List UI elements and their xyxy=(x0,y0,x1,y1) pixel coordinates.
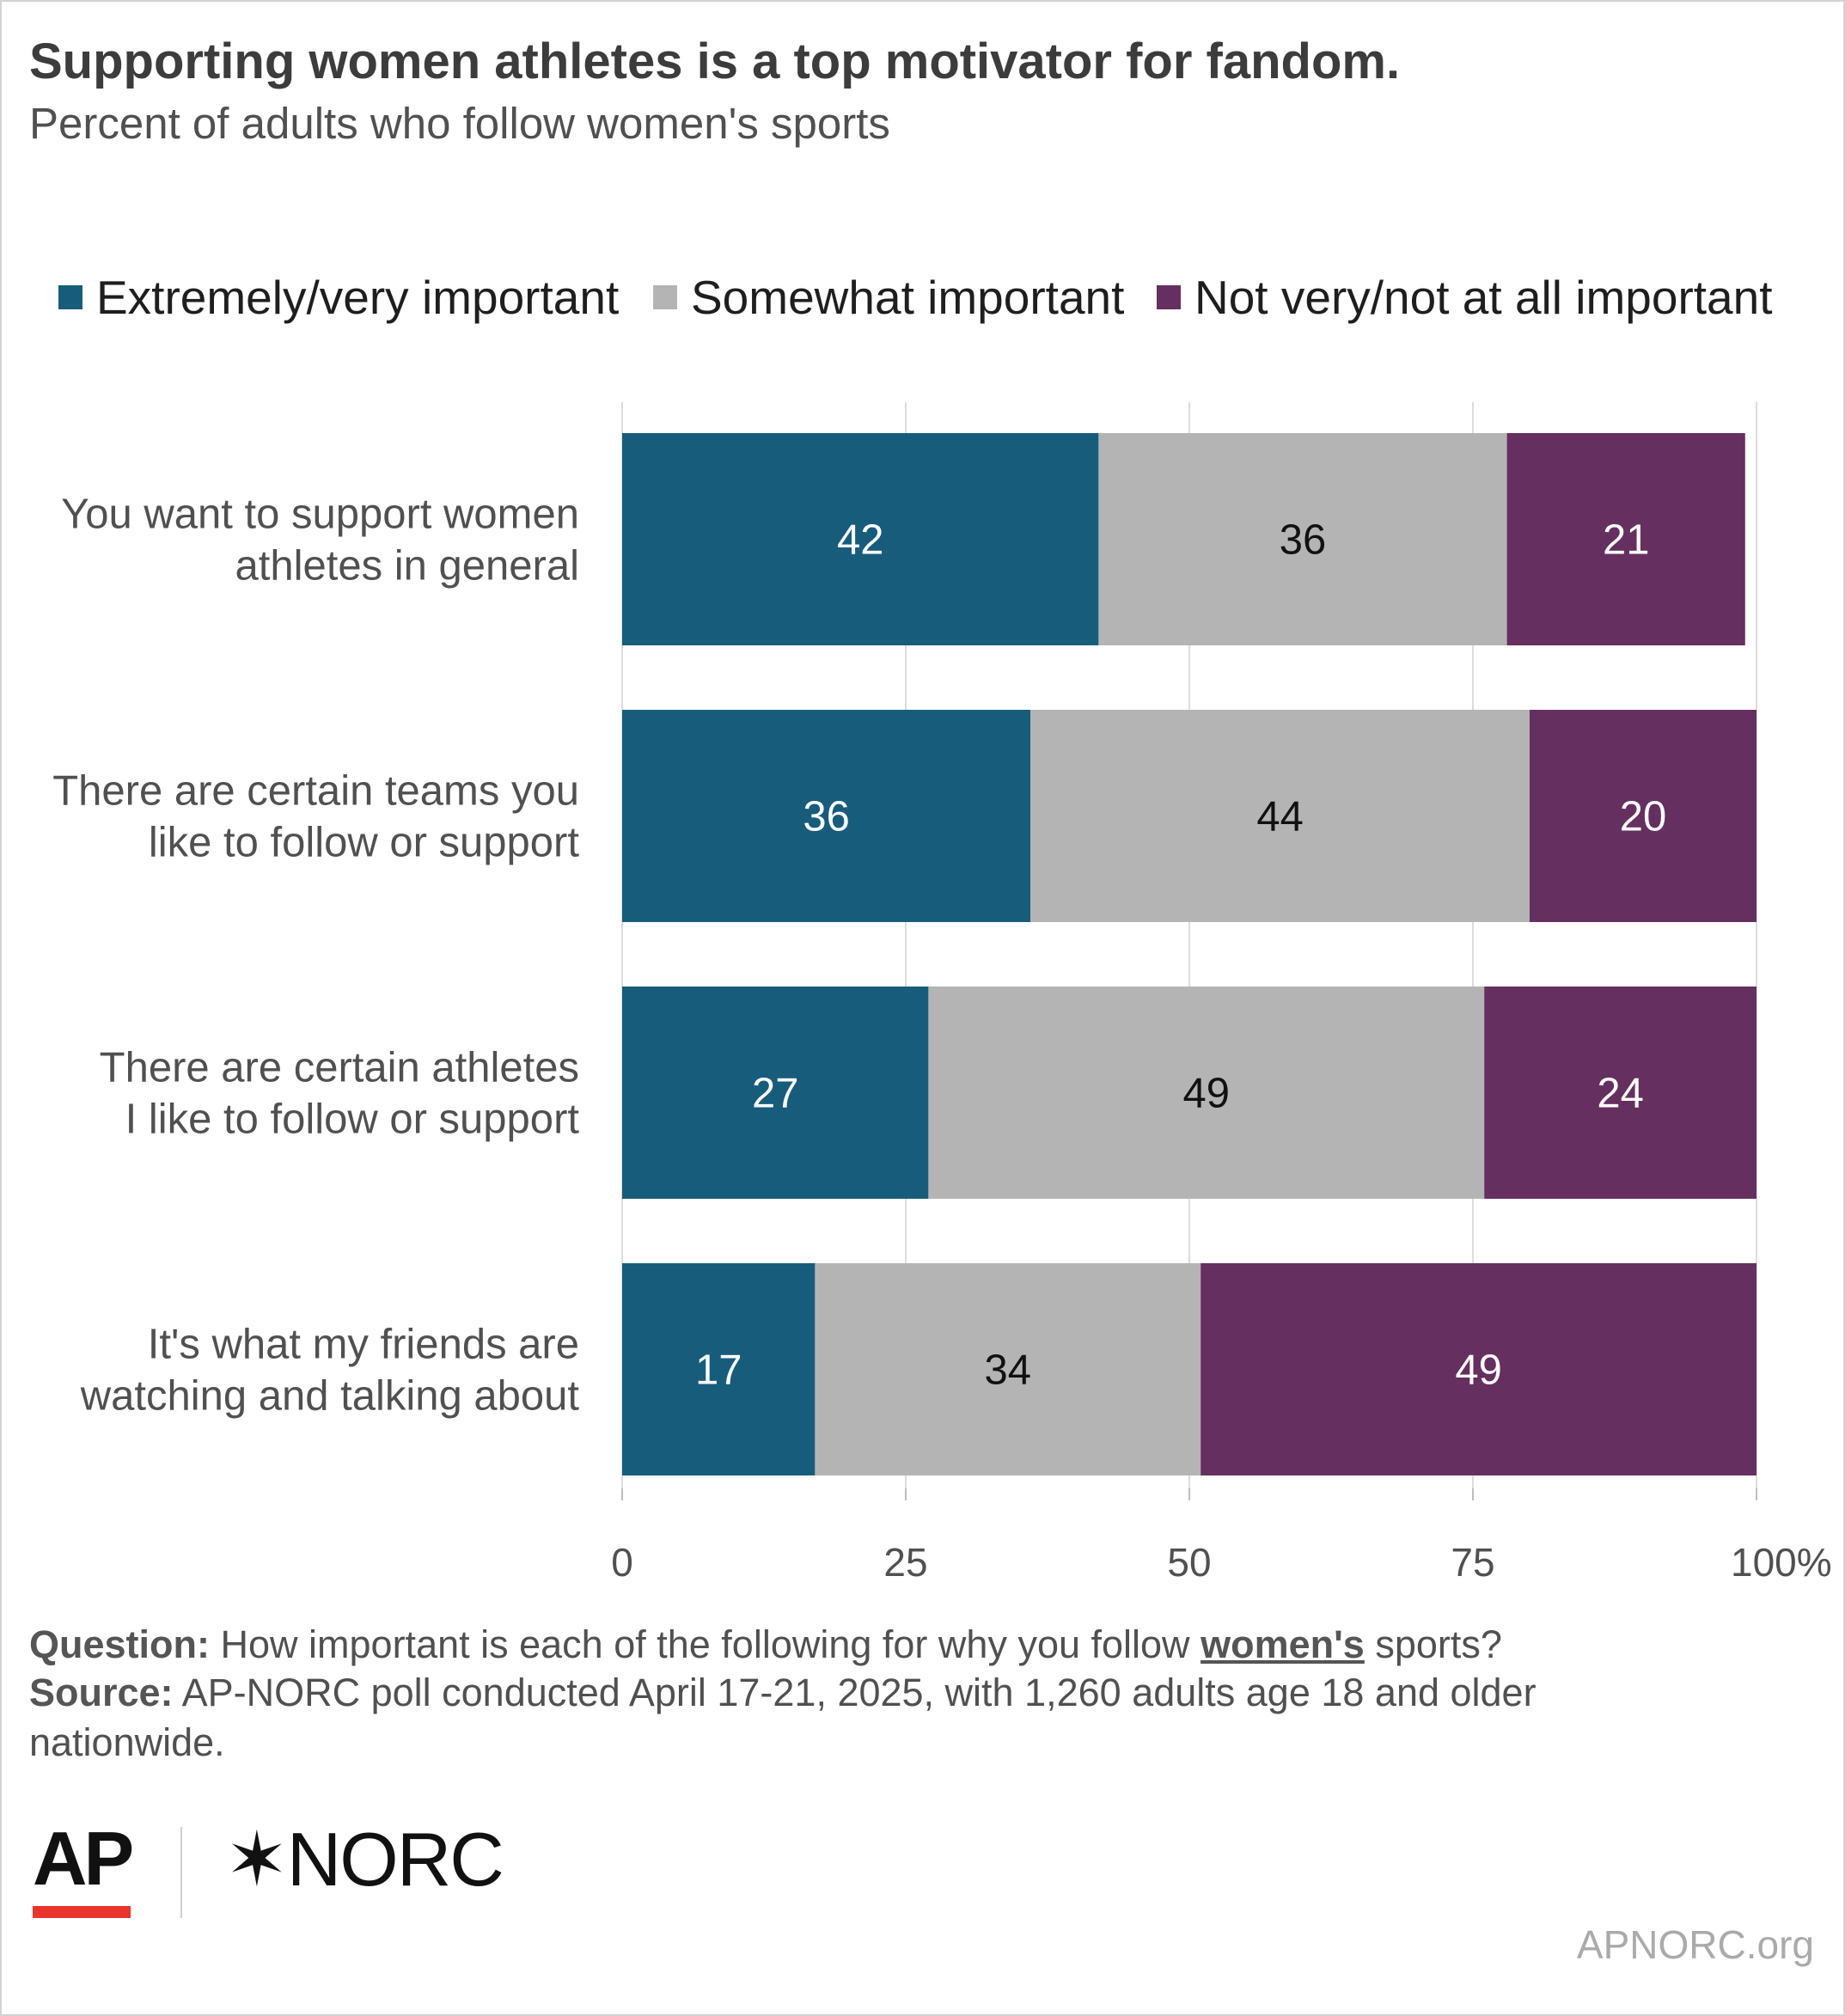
legend-label: Somewhat important xyxy=(691,271,1125,324)
bar-segment xyxy=(622,433,1099,645)
data-label: 36 xyxy=(803,794,850,840)
norc-logo-text: NORC xyxy=(286,1817,504,1902)
category-label: It's what my friends are xyxy=(148,1322,579,1368)
x-tick-label: 75 xyxy=(1451,1540,1494,1585)
data-label: 49 xyxy=(1183,1071,1231,1117)
chart-title: Supporting women athletes is a top motiv… xyxy=(29,34,1401,89)
data-label: 27 xyxy=(752,1071,799,1117)
legend-swatch xyxy=(1157,285,1181,309)
question-label: Question: xyxy=(29,1622,210,1666)
data-label: 49 xyxy=(1455,1347,1502,1394)
bar-segment xyxy=(1098,433,1507,645)
norc-star-icon: ✶ xyxy=(225,1817,289,1902)
legend-item: Extremely/very important xyxy=(58,268,619,327)
norc-logo: ✶NORC xyxy=(225,1815,504,1903)
x-tick-label: 100% xyxy=(1731,1540,1832,1585)
question-text-before: How important is each of the following f… xyxy=(220,1622,1190,1666)
legend-swatch xyxy=(653,285,677,309)
data-label: 21 xyxy=(1603,517,1650,564)
data-label: 42 xyxy=(837,517,884,564)
logo-divider xyxy=(180,1827,182,1918)
source-note-line2: nationwide. xyxy=(29,1720,225,1764)
data-label: 34 xyxy=(985,1347,1032,1394)
category-label: like to follow or support xyxy=(149,820,580,866)
data-label: 17 xyxy=(695,1347,742,1394)
stacked-bar-chart: 0 25 50 75 100% 42 36 21 You want to support wom… xyxy=(52,402,1832,1585)
legend-label: Extremely/very important xyxy=(96,271,620,324)
ap-logo-underline xyxy=(33,1906,131,1918)
legend-item: Somewhat important xyxy=(653,268,1124,327)
category-label: There are certain athletes xyxy=(100,1045,579,1091)
category-label: You want to support women xyxy=(61,492,579,538)
category-label: There are certain teams you xyxy=(52,768,579,815)
bar-segment xyxy=(622,710,1031,922)
bar-segment xyxy=(815,1263,1201,1475)
bar-segment xyxy=(1506,433,1745,645)
question-text-after: sports? xyxy=(1375,1622,1502,1666)
legend-swatch xyxy=(58,285,82,309)
x-tick-label: 25 xyxy=(883,1540,927,1585)
source-note: Source: AP-NORC poll conducted April 17-… xyxy=(29,1671,1536,1715)
bar-segment xyxy=(1200,1263,1756,1475)
category-label: watching and talking about xyxy=(80,1373,580,1420)
x-tick-label: 0 xyxy=(611,1540,633,1585)
chart-subtitle: Percent of adults who follow women's spo… xyxy=(29,99,890,148)
data-label: 24 xyxy=(1597,1071,1644,1117)
category-label: I like to follow or support xyxy=(125,1097,580,1143)
bar-segment xyxy=(622,987,929,1199)
data-label: 20 xyxy=(1620,794,1667,840)
legend-label: Not very/not at all important xyxy=(1194,271,1773,324)
apnorc-url: APNORC.org xyxy=(1576,1922,1814,1967)
x-tick-label: 50 xyxy=(1167,1540,1211,1585)
data-label: 44 xyxy=(1256,794,1304,840)
ap-logo: AP xyxy=(33,1816,134,1901)
bar-segment xyxy=(1030,710,1530,922)
legend-item: Not very/not at all important xyxy=(1157,268,1773,327)
source-text-line1: AP-NORC poll conducted April 17-21, 2025… xyxy=(181,1671,1536,1714)
question-note: Question: How important is each of the f… xyxy=(29,1622,1502,1667)
question-emphasis: women's xyxy=(1200,1622,1365,1666)
data-label: 36 xyxy=(1280,517,1327,564)
bar-segment xyxy=(622,1263,816,1475)
bar-segment xyxy=(1530,710,1756,922)
category-label: athletes in general xyxy=(235,543,579,590)
source-label: Source: xyxy=(29,1671,174,1714)
bar-segment xyxy=(1484,987,1756,1199)
bar-segment xyxy=(928,987,1485,1199)
